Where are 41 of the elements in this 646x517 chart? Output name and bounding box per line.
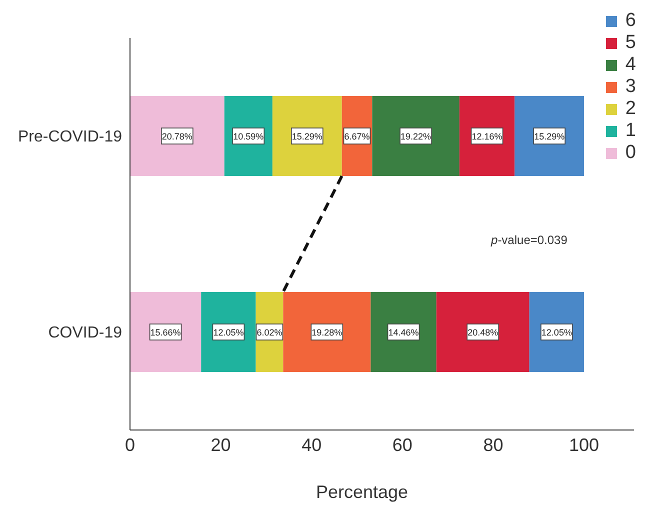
data-label: 10.59% [233, 131, 264, 142]
data-label: 6.02% [256, 327, 282, 338]
data-label: 6.67% [344, 131, 370, 142]
x-tick-label: 60 [392, 434, 412, 455]
y-tick-label: Pre-COVID-19 [18, 128, 122, 146]
data-label: 15.29% [292, 131, 322, 142]
x-tick-label: 0 [124, 434, 136, 455]
data-label: 15.66% [150, 327, 181, 338]
bar [529, 292, 584, 372]
x-tick-label: 100 [569, 434, 600, 455]
bar [130, 292, 202, 372]
x-tick-label: 20 [210, 434, 231, 455]
y-tick-label: COVID-19 [48, 324, 122, 342]
data-label: 19.28% [312, 327, 342, 338]
bar [201, 292, 256, 372]
bar [370, 292, 436, 372]
x-tick-label: 80 [483, 434, 504, 455]
data-label: 12.05% [213, 327, 244, 338]
legend-label: 0 [625, 142, 636, 164]
x-tick-label: 40 [302, 434, 322, 455]
legend-label: 3 [625, 76, 636, 98]
data-label: 20.48% [468, 327, 498, 338]
data-label: 14.46% [388, 327, 419, 338]
data-label: 12.16% [472, 131, 502, 142]
bar [283, 292, 371, 372]
bar [272, 96, 342, 176]
bar [130, 96, 224, 176]
legend-label: 6 [625, 10, 636, 32]
data-label: 15.29% [534, 131, 565, 142]
bar [436, 292, 530, 372]
legend-label: 5 [625, 32, 636, 54]
bar [372, 96, 460, 176]
bar [514, 96, 584, 176]
x-axis-title: Percentage [314, 482, 410, 503]
legend-label: 1 [625, 120, 636, 142]
annotation: p-value=0.039 [491, 233, 568, 247]
data-label: 20.78% [162, 131, 192, 142]
data-label: 12.05% [541, 327, 572, 338]
data-label: 19.22% [400, 131, 432, 142]
legend-label: 4 [625, 54, 636, 76]
legend-label: 2 [625, 98, 636, 120]
